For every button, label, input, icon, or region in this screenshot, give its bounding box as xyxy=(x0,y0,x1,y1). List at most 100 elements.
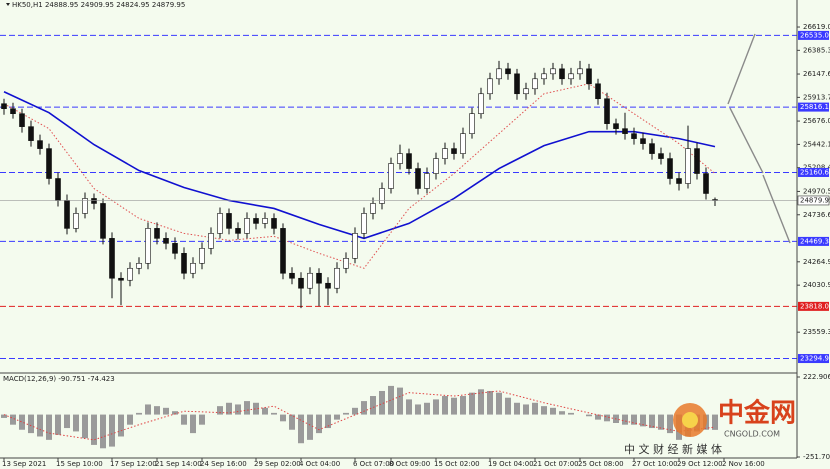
macd-bar xyxy=(379,390,385,415)
candle-body xyxy=(631,133,637,139)
macd-bar xyxy=(1,414,7,418)
candle-body xyxy=(10,108,16,114)
level-label: 23294.97 xyxy=(800,355,830,363)
candle-body xyxy=(649,143,655,154)
macd-bar xyxy=(199,414,205,425)
macd-bar xyxy=(496,392,502,415)
candle-body xyxy=(64,200,70,229)
macd-bar xyxy=(181,414,187,425)
candle-body xyxy=(343,258,349,269)
macd-bar xyxy=(235,404,241,415)
x-tick-label: 17 Sep 12:00 xyxy=(110,460,157,468)
watermark: 中金网 CNGOLD.COM 中 文 财 经 新 媒 体 xyxy=(624,398,796,457)
candle-body xyxy=(154,228,160,239)
current-price-label: 24879.95 xyxy=(800,196,830,204)
moving-average xyxy=(3,83,716,269)
y-tick-label: 25676.00 xyxy=(803,117,830,125)
macd-bar xyxy=(469,392,475,415)
level-label-box xyxy=(798,236,829,246)
macd-bar xyxy=(451,397,457,415)
x-tick-label: 13 Sep 2021 xyxy=(2,460,46,468)
candle-body xyxy=(172,243,178,254)
candle-body xyxy=(451,148,457,154)
chart-title: HK50,H1 24888.95 24909.95 24824.95 24879… xyxy=(12,1,185,9)
watermark-name: 中金网 xyxy=(718,398,796,429)
macd-bar xyxy=(28,414,34,434)
candle-body xyxy=(307,272,313,289)
candle-body xyxy=(397,153,403,164)
macd-bar xyxy=(604,414,610,422)
candle-body xyxy=(433,158,439,174)
macd-bar xyxy=(82,414,88,439)
macd-bar xyxy=(712,414,718,430)
candle-body xyxy=(532,78,538,90)
macd-bar xyxy=(505,397,511,415)
level-label: 24469.38 xyxy=(800,237,830,245)
candle-body xyxy=(73,213,79,229)
candle-body xyxy=(478,93,484,114)
y-tick-label: 24970.50 xyxy=(803,187,830,195)
indicator: MACD(12,26,9) xyxy=(3,375,56,383)
candle-body xyxy=(226,213,232,229)
y-tick-label: 24264.90 xyxy=(803,258,830,266)
y-tick-label: 23559.30 xyxy=(803,328,830,336)
candle-body xyxy=(334,267,340,289)
macd-bar xyxy=(433,399,439,415)
watermark-domain: CNGOLD.COM xyxy=(724,430,780,439)
candle-body xyxy=(244,218,250,234)
x-tick-label: 25 Oct 08:00 xyxy=(578,460,624,468)
candle-body xyxy=(523,88,529,95)
candle-body xyxy=(82,198,88,214)
candle-body xyxy=(262,218,268,224)
candle-body xyxy=(208,233,214,249)
macd-bar xyxy=(667,414,673,434)
candle-body xyxy=(91,198,97,204)
macd-bar xyxy=(541,406,547,415)
candle-body xyxy=(658,153,664,159)
candle-body xyxy=(118,277,124,281)
candle-body xyxy=(1,103,7,110)
candle-body xyxy=(676,178,682,184)
x-tick-label: 8 Oct 09:00 xyxy=(389,460,430,468)
macd-bar xyxy=(127,414,133,425)
level-label-box xyxy=(798,301,829,311)
candle-body xyxy=(352,233,358,259)
x-tick-label: 21 Oct 07:00 xyxy=(533,460,579,468)
y-tick-label: 222.906 xyxy=(803,373,830,381)
candle-body xyxy=(325,282,331,289)
trend-lines xyxy=(727,33,791,244)
high-value: 24909.95 xyxy=(81,1,114,9)
x-tick-label: 27 Oct 10:00 xyxy=(632,460,678,468)
candle-body xyxy=(388,163,394,189)
macd-bar xyxy=(523,404,529,415)
level-label: 23818.00 xyxy=(800,302,830,310)
macd-bar xyxy=(658,414,664,430)
macd-bar xyxy=(415,404,421,415)
x-tick-label: 19 Oct 04:00 xyxy=(488,460,534,468)
macd-bar xyxy=(163,407,169,415)
candle-body xyxy=(415,168,421,189)
macd-bar xyxy=(487,390,493,415)
trend-line xyxy=(727,33,756,105)
macd-bar xyxy=(325,414,331,429)
candle-body xyxy=(100,203,106,239)
macd-bar xyxy=(19,414,25,430)
candle-body xyxy=(505,68,511,75)
macd-bar xyxy=(406,399,412,415)
candle-body xyxy=(694,148,700,174)
macd-bar xyxy=(100,414,106,449)
candle-body xyxy=(424,173,430,189)
level-label: 25816.19 xyxy=(800,103,830,111)
macd-bar xyxy=(55,414,61,435)
open-value: 24888.95 xyxy=(45,1,78,9)
macd-bar xyxy=(298,414,304,444)
candle-body xyxy=(19,113,25,127)
close-value: 24879.95 xyxy=(152,1,185,9)
candle-body xyxy=(406,153,412,169)
y-tick-label: 24030.90 xyxy=(803,281,830,289)
candle-body xyxy=(235,228,241,234)
macd-bar xyxy=(631,414,637,425)
level-label-box xyxy=(798,30,829,40)
y-tick-label: 26385.30 xyxy=(803,46,830,54)
